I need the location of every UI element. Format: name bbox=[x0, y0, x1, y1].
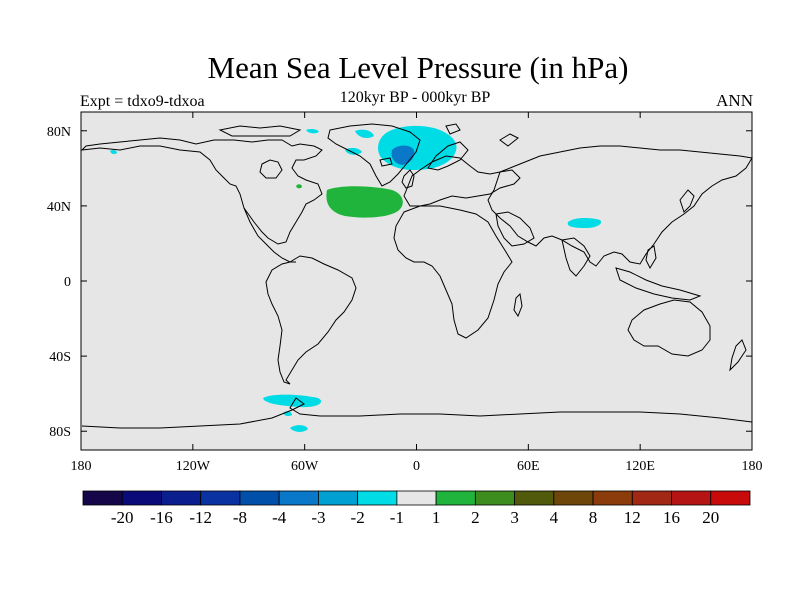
colorbar-label: 16 bbox=[663, 508, 680, 527]
coast-scandinavia bbox=[427, 141, 469, 171]
coast-arctic-islands bbox=[218, 125, 302, 137]
lon-tick-label: 120W bbox=[176, 459, 211, 474]
coast-novaya bbox=[499, 133, 519, 147]
coast-australia bbox=[627, 299, 711, 357]
colorbar-label: -16 bbox=[150, 508, 173, 527]
anomaly-blue-core bbox=[391, 145, 415, 165]
lon-tick-label: 60E bbox=[517, 459, 540, 474]
colorbar-swatch bbox=[357, 490, 398, 506]
colorbar-swatch bbox=[278, 490, 319, 506]
lon-tick-label: 60W bbox=[291, 459, 319, 474]
colorbar-swatch bbox=[239, 490, 280, 506]
lat-tick-label: 40S bbox=[49, 350, 71, 365]
colorbar-swatch bbox=[474, 490, 515, 506]
colorbar-swatch bbox=[200, 490, 241, 506]
coast-iceland bbox=[379, 157, 393, 167]
colorbar-label: -4 bbox=[272, 508, 287, 527]
colorbar-swatch bbox=[592, 490, 633, 506]
coast-uk bbox=[401, 169, 415, 189]
coast-new-zealand bbox=[729, 339, 747, 372]
colorbar-label: 2 bbox=[471, 508, 480, 527]
colorbar-swatch bbox=[435, 490, 476, 506]
lon-tick-label: 180 bbox=[71, 459, 92, 474]
colorbar-swatch bbox=[82, 490, 123, 506]
axis-ticks: 80N 40N 0 40S 80S 180 120W 60W 0 60E 120E 180 bbox=[47, 112, 763, 474]
colorbar-swatch bbox=[514, 490, 555, 506]
coast-europe bbox=[403, 155, 521, 207]
coast-antarctica bbox=[81, 397, 753, 429]
coastlines bbox=[80, 123, 753, 429]
coast-greenland bbox=[327, 123, 421, 187]
anomaly-cyan-tibet bbox=[567, 217, 602, 228]
colorbar-label: -12 bbox=[189, 508, 212, 527]
colorbar: -20 -16 -12 -8 -4 -3 -2 -1 1 2 3 4 8 12 16 20 bbox=[82, 490, 751, 527]
coast-south-america bbox=[265, 255, 357, 385]
coast-africa bbox=[393, 205, 513, 339]
anomaly-green-small bbox=[296, 184, 302, 189]
colorbar-label: 3 bbox=[510, 508, 519, 527]
map-subtitle: 120kyr BP - 000kyr BP bbox=[339, 89, 491, 106]
colorbar-swatch bbox=[671, 490, 712, 506]
colorbar-label: -2 bbox=[351, 508, 365, 527]
anomaly-cyan-baffin bbox=[355, 129, 374, 139]
lon-tick-label: 180 bbox=[742, 459, 763, 474]
anomaly-cyan-antarctic-1 bbox=[263, 394, 322, 408]
colorbar-swatch bbox=[553, 490, 594, 506]
colorbar-label: 8 bbox=[589, 508, 598, 527]
colorbar-label: 1 bbox=[432, 508, 441, 527]
lat-tick-label: 0 bbox=[64, 275, 71, 290]
lat-tick-label: 40N bbox=[47, 200, 71, 215]
anomaly-cyan-antarctic-2 bbox=[290, 425, 308, 432]
colorbar-swatch bbox=[396, 490, 437, 506]
colorbar-label: -3 bbox=[311, 508, 325, 527]
anomaly-cyan-canada bbox=[345, 147, 362, 155]
coast-philippines bbox=[645, 245, 657, 270]
colorbar-label: -20 bbox=[111, 508, 134, 527]
coast-india bbox=[561, 237, 591, 277]
coast-hudson-bay bbox=[259, 159, 283, 179]
coast-svalbard bbox=[445, 123, 461, 135]
colorbar-label: -1 bbox=[390, 508, 404, 527]
colorbar-label: -8 bbox=[233, 508, 247, 527]
colorbar-swatch bbox=[121, 490, 162, 506]
lon-tick-label: 0 bbox=[413, 459, 420, 474]
coast-madagascar bbox=[513, 292, 523, 318]
colorbar-swatch bbox=[631, 490, 672, 506]
coast-central-america bbox=[243, 207, 296, 263]
coast-indonesia bbox=[615, 267, 702, 301]
anomaly-cyan-pacific bbox=[110, 149, 117, 155]
colorbar-swatch bbox=[710, 490, 751, 506]
lon-tick-label: 120E bbox=[625, 459, 655, 474]
map-title: Mean Sea Level Pressure (in hPa) bbox=[207, 50, 629, 85]
colorbar-label: 12 bbox=[624, 508, 641, 527]
anomaly-green-atlantic bbox=[326, 186, 403, 218]
anomaly-cyan-small-arctic bbox=[306, 128, 319, 134]
lat-tick-label: 80N bbox=[47, 125, 71, 140]
season-label: ANN bbox=[716, 91, 753, 110]
coast-north-america bbox=[80, 137, 323, 245]
colorbar-label: 20 bbox=[702, 508, 719, 527]
colorbar-swatch bbox=[318, 490, 359, 506]
experiment-label: Expt = tdxo9-tdxoa bbox=[80, 93, 205, 110]
colorbar-swatch bbox=[161, 490, 202, 506]
coast-japan bbox=[679, 189, 695, 213]
colorbar-label: 4 bbox=[550, 508, 559, 527]
lat-tick-label: 80S bbox=[49, 425, 71, 440]
coast-asia bbox=[487, 145, 753, 267]
coast-arabia bbox=[495, 211, 535, 247]
